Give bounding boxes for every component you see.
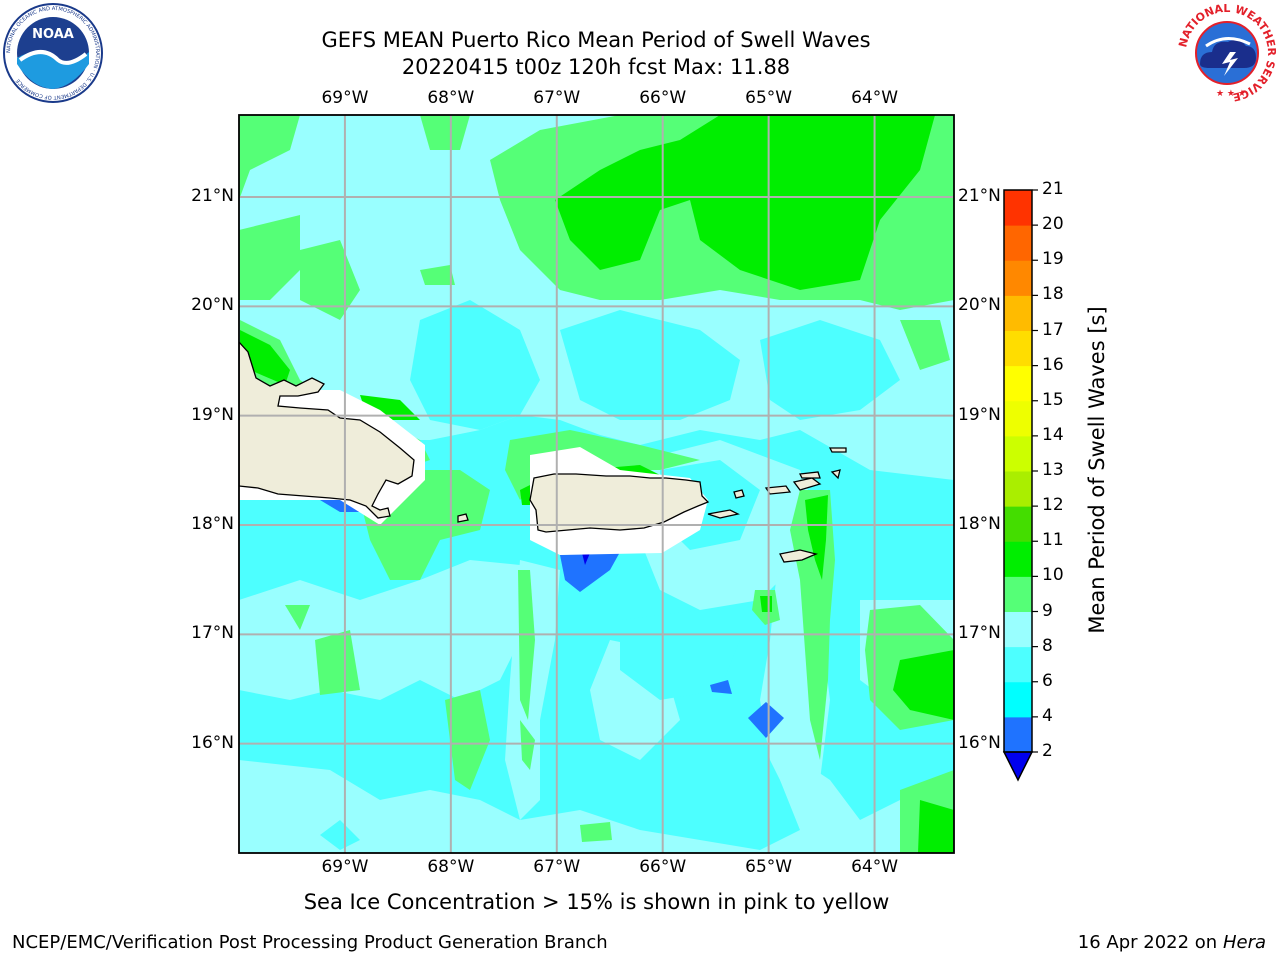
noaa-logo-text: NOAA (32, 27, 74, 42)
lon-tick-label: 64°W (851, 88, 899, 108)
noaa-logo: NATIONAL OCEANIC AND ATMOSPHERIC ADMINIS… (2, 2, 104, 104)
chart-title: GEFS MEAN Puerto Rico Mean Period of Swe… (321, 28, 871, 52)
lon-tick-label: 66°W (639, 857, 687, 877)
lat-tick-label: 21°N (958, 186, 1001, 206)
chart-subtitle: 20220415 t00z 120h fcst Max: 11.88 (401, 55, 791, 79)
lat-tick-label: 19°N (191, 404, 234, 425)
lon-tick-label: 69°W (321, 88, 369, 108)
lat-tick-label: 17°N (191, 623, 234, 644)
footer-machine: Hera (1222, 932, 1266, 953)
lat-tick-label: 20°N (958, 295, 1001, 316)
lat-tick-label: 18°N (958, 514, 1001, 534)
footer-date: 16 Apr 2022 on (1077, 932, 1223, 953)
lon-tick-label: 68°W (427, 857, 475, 877)
lat-tick-label: 16°N (191, 732, 234, 753)
lon-tick-label: 68°W (427, 88, 475, 108)
nws-logo: NATIONAL WEATHER SERVICE ★ ★ ★ (1176, 2, 1278, 104)
lon-tick-label: 67°W (533, 857, 581, 877)
lon-tick-label: 64°W (851, 857, 899, 877)
lon-tick-label: 69°W (321, 857, 369, 877)
lat-tick-label: 18°N (191, 514, 234, 534)
lat-tick-label: 19°N (958, 404, 1001, 425)
lat-tick-label: 20°N (191, 295, 234, 316)
lon-tick-label: 66°W (639, 88, 687, 108)
footer-left: NCEP/EMC/Verification Post Processing Pr… (12, 932, 608, 953)
caption: Sea Ice Concentration > 15% is shown in … (303, 890, 890, 914)
lon-tick-label: 67°W (533, 88, 581, 108)
svg-text:★ ★ ★: ★ ★ ★ (1216, 89, 1246, 99)
footer-right: 16 Apr 2022 on Hera (1078, 932, 1266, 953)
lat-tick-label: 21°N (191, 186, 234, 206)
lon-tick-label: 65°W (745, 88, 793, 108)
lon-tick-label: 65°W (745, 857, 793, 877)
lat-tick-label: 16°N (958, 732, 1001, 753)
lat-tick-label: 17°N (958, 623, 1001, 644)
